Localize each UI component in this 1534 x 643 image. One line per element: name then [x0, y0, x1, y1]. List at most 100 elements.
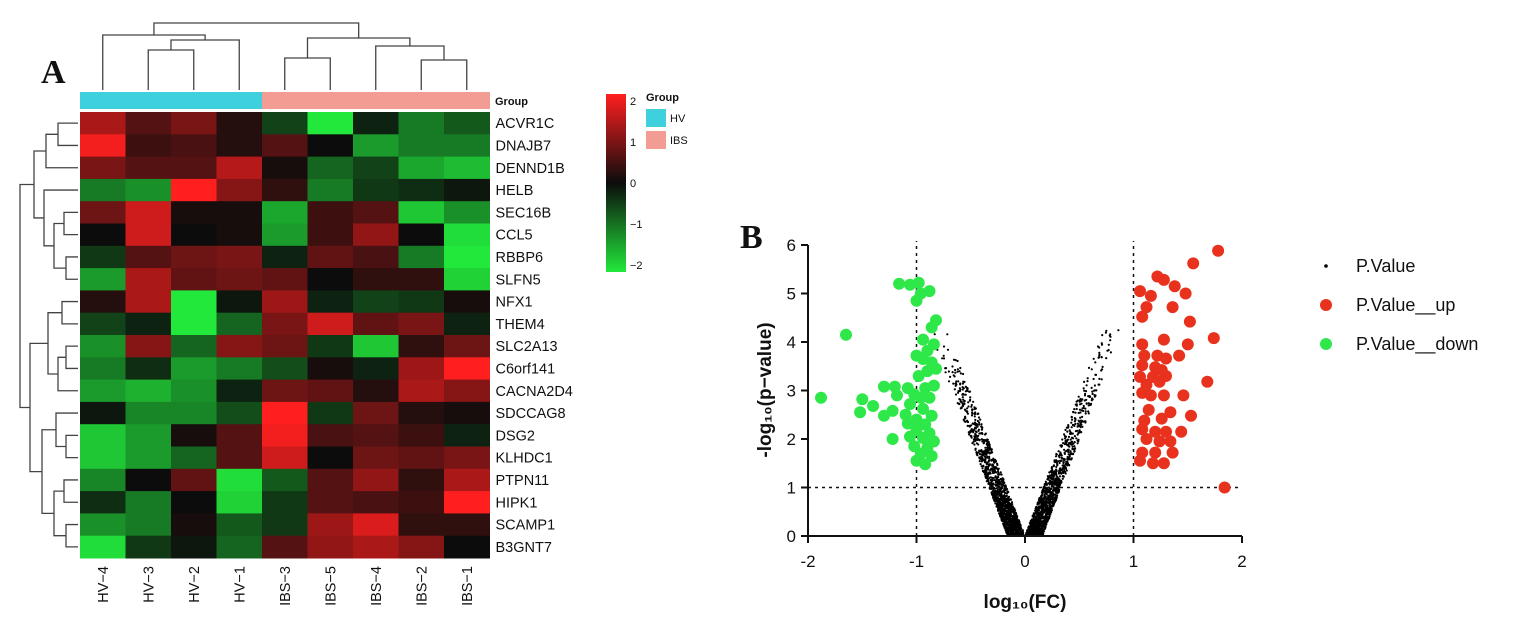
data-point-pvalue: [997, 478, 1000, 482]
data-point-pvalue: [1018, 524, 1021, 527]
data-point-down: [904, 398, 916, 411]
data-point-pvalue: [959, 407, 962, 410]
data-point-pvalue: [1048, 515, 1051, 518]
data-point-pvalue: [1007, 496, 1010, 500]
data-point-up: [1185, 409, 1197, 422]
heatmap-cell: [216, 357, 263, 381]
data-point-pvalue: [1015, 525, 1018, 528]
data-point-pvalue: [997, 488, 1000, 491]
data-point-pvalue: [942, 354, 945, 357]
data-point-pvalue: [1060, 469, 1063, 472]
data-point-pvalue: [1009, 511, 1012, 514]
data-point-pvalue: [993, 461, 996, 464]
data-point-pvalue: [947, 370, 951, 373]
heatmap-cell: [307, 178, 354, 202]
data-point-pvalue: [1084, 420, 1087, 423]
heatmap-cell: [171, 491, 217, 514]
heatmap-cell: [398, 379, 445, 403]
heatmap-cell: [307, 223, 354, 247]
dendro-link: [57, 356, 78, 392]
heatmap-cell: [125, 178, 172, 202]
data-point-pvalue: [1017, 532, 1020, 535]
heatmap-cell: [353, 424, 399, 447]
data-point-pvalue: [980, 423, 983, 426]
heatmap-cell: [262, 424, 308, 447]
data-point-pvalue: [1055, 465, 1058, 468]
data-point-pvalue: [1045, 482, 1048, 485]
data-point-pvalue: [1037, 522, 1041, 525]
data-point-down: [878, 380, 890, 393]
data-point-pvalue: [953, 388, 956, 391]
data-point-pvalue: [1070, 415, 1073, 418]
data-point-pvalue: [966, 389, 969, 392]
panel-label-b: B: [740, 219, 763, 256]
data-point-pvalue: [1093, 384, 1096, 387]
data-point-pvalue: [1066, 448, 1069, 451]
data-point-pvalue: [977, 416, 981, 419]
data-point-pvalue: [1097, 356, 1100, 359]
gene-label: THEM4: [496, 317, 545, 333]
data-point-pvalue: [947, 380, 951, 383]
sample-label: IBS−3: [278, 566, 294, 606]
data-point-pvalue: [966, 386, 969, 390]
data-point-pvalue: [1007, 518, 1010, 521]
data-point-pvalue: [973, 438, 976, 441]
data-point-pvalue: [983, 469, 986, 472]
data-point-pvalue: [1055, 469, 1058, 473]
data-point-pvalue: [1041, 520, 1044, 524]
data-point-pvalue: [955, 380, 958, 383]
data-point-pvalue: [985, 452, 988, 455]
heatmap-cell: [398, 513, 445, 537]
heatmap-cell: [444, 491, 490, 514]
heatmap-cell: [216, 468, 263, 492]
data-point-pvalue: [971, 408, 974, 412]
data-point-pvalue: [1040, 496, 1043, 499]
data-point-pvalue: [1075, 437, 1078, 440]
data-point-pvalue: [1075, 404, 1078, 407]
data-point-pvalue: [1047, 502, 1050, 505]
data-point-down: [917, 333, 929, 346]
colorbar-tick-label: −1: [630, 219, 643, 231]
data-point-pvalue: [1009, 522, 1013, 525]
heatmap-cell: [262, 513, 308, 537]
data-point-pvalue: [1067, 424, 1070, 427]
data-point-pvalue: [990, 448, 993, 451]
data-point-pvalue: [1041, 515, 1044, 518]
data-point-pvalue: [1100, 369, 1103, 372]
data-point-pvalue: [1009, 498, 1012, 501]
x-tick-label: -2: [800, 552, 815, 571]
heatmap-cell: [353, 312, 399, 336]
data-point-pvalue: [1083, 380, 1086, 383]
heatmap-cell: [307, 312, 354, 336]
data-point-pvalue: [958, 402, 961, 406]
y-tick-label: 0: [787, 527, 796, 546]
data-point-pvalue: [1072, 453, 1075, 456]
data-point-pvalue: [1038, 516, 1042, 519]
data-point-pvalue: [974, 447, 977, 450]
data-point-pvalue: [962, 418, 965, 421]
data-point-pvalue: [966, 411, 969, 414]
heatmap-cell: [353, 290, 399, 314]
heatmap-cell: [307, 379, 354, 403]
data-point-pvalue: [1059, 482, 1062, 485]
heatmap-cell: [353, 268, 399, 291]
heatmap-cell: [444, 446, 490, 470]
data-point-pvalue: [986, 478, 989, 481]
data-point-down: [914, 391, 927, 404]
data-point-pvalue: [988, 452, 992, 455]
data-point-pvalue: [1004, 521, 1008, 524]
data-point-pvalue: [955, 383, 958, 386]
data-point-pvalue: [957, 391, 960, 394]
data-point-pvalue: [980, 428, 984, 431]
data-point-pvalue: [1109, 339, 1112, 342]
data-point-pvalue: [976, 419, 980, 423]
data-point-pvalue: [1064, 428, 1067, 431]
group-bar-cell: [125, 92, 172, 109]
heatmap-cell: [171, 379, 217, 403]
data-point-pvalue: [1039, 525, 1043, 528]
data-point-pvalue: [958, 389, 962, 393]
heatmap-cell: [125, 424, 172, 447]
data-point-pvalue: [1047, 490, 1050, 493]
data-point-pvalue: [1004, 518, 1007, 522]
data-point-pvalue: [1073, 417, 1076, 420]
